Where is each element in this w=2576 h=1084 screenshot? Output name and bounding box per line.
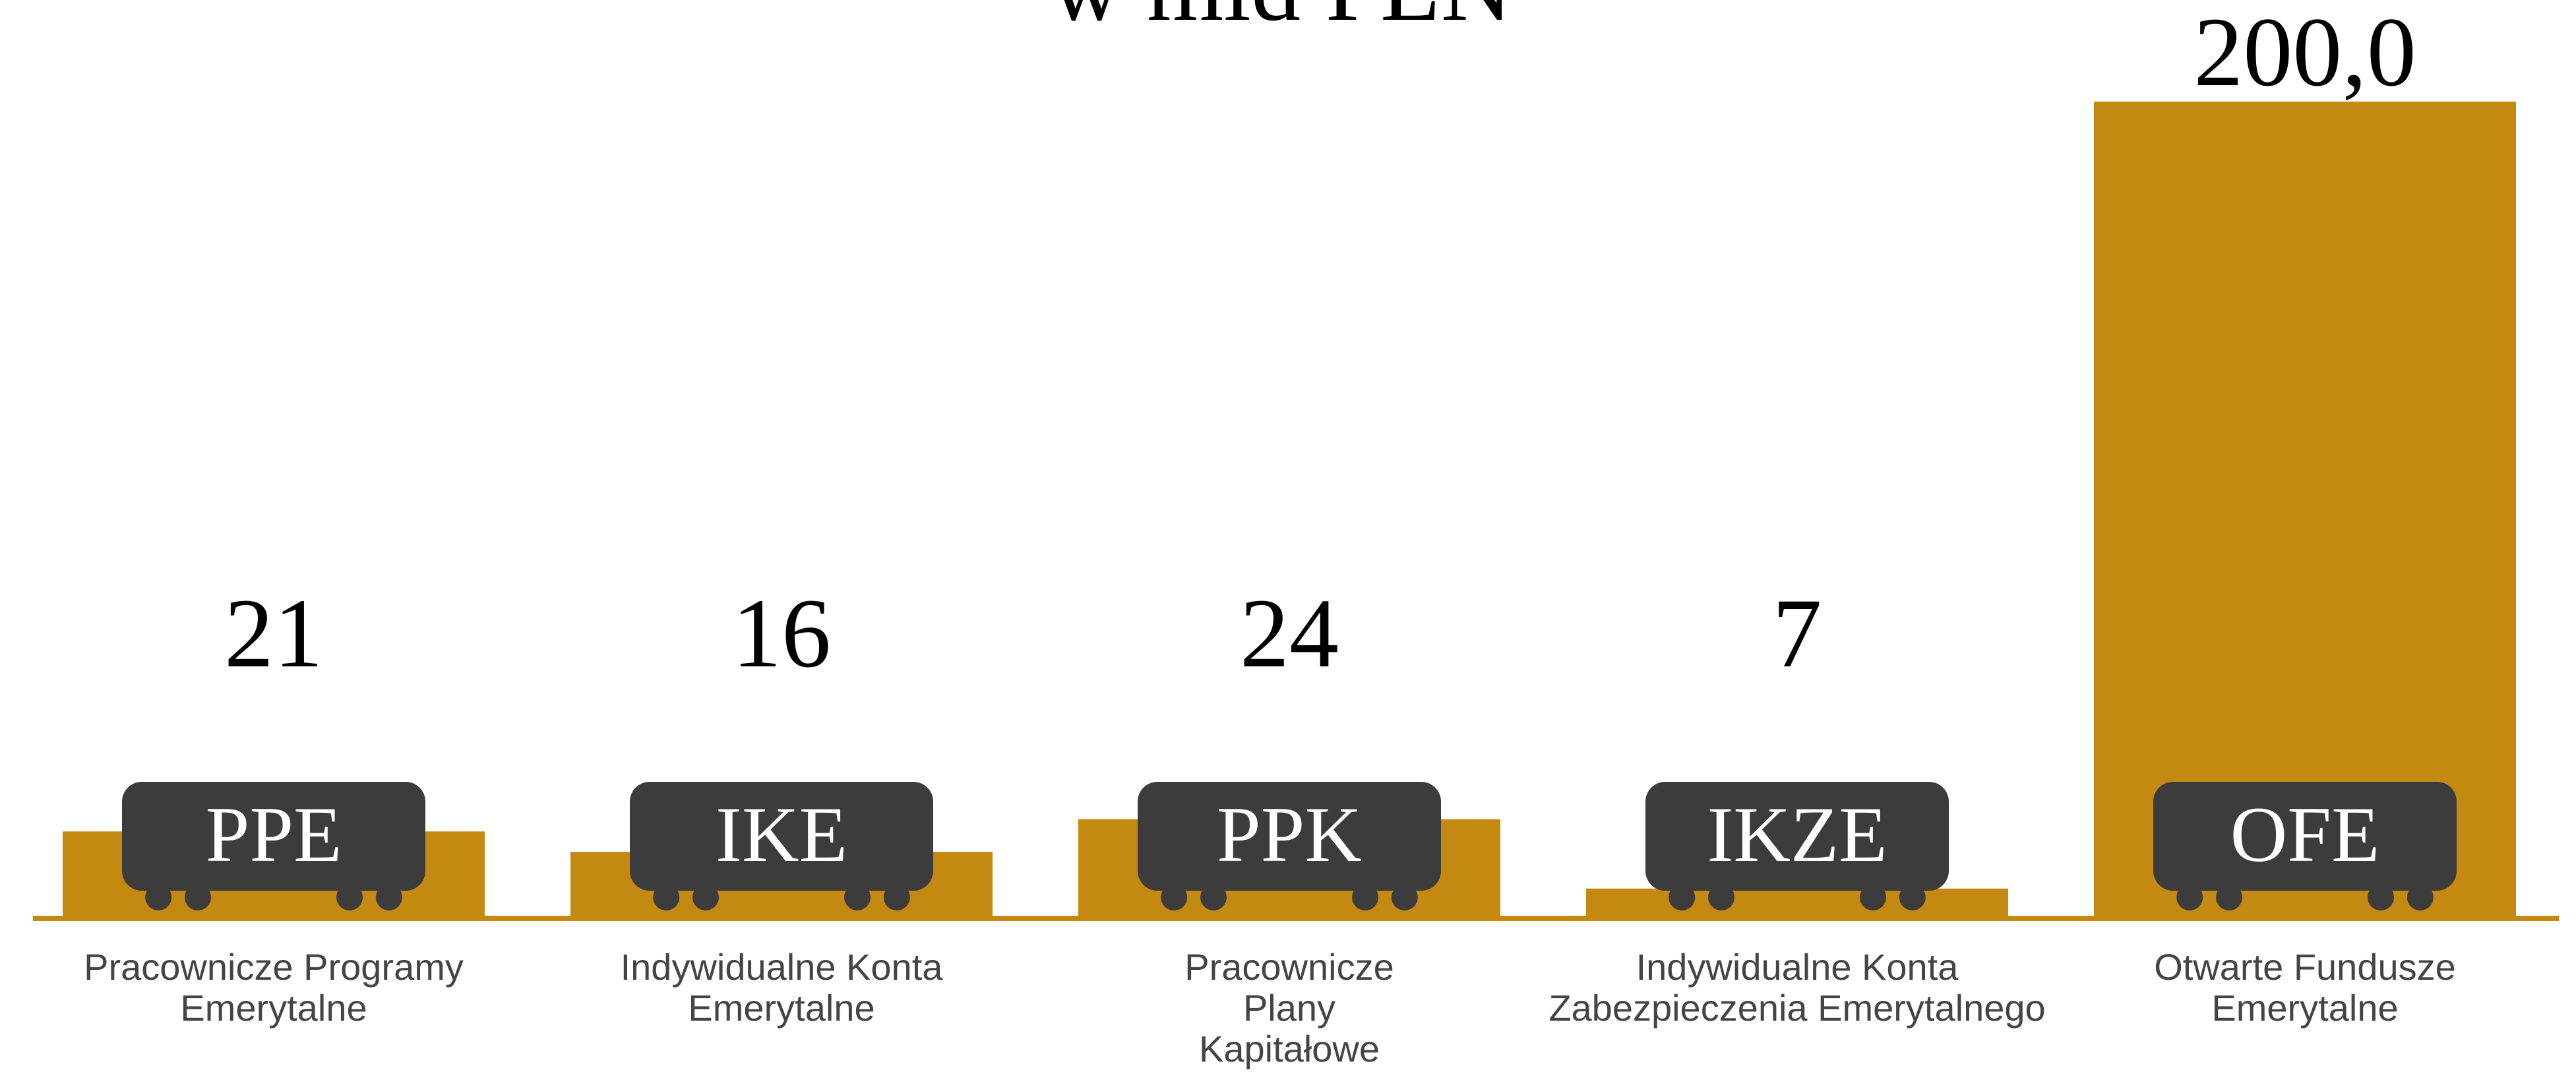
value-label: 200,0: [2193, 0, 2416, 107]
chart-title: w mld PLN: [1051, 0, 1512, 42]
train-body: [2153, 782, 2457, 891]
x-tick-label: Indywidualne Konta Zabezpieczenia Emeryt…: [1549, 946, 2046, 1029]
x-tick-label: Pracownicze Plany Kapitałowe: [1184, 946, 1394, 1069]
train-body: [630, 782, 933, 891]
train-wheel: [1708, 884, 1734, 910]
train-body: [1138, 782, 1441, 891]
train-wheel: [375, 884, 402, 910]
train-label: OFE: [2230, 790, 2380, 878]
train-wheel: [145, 884, 172, 910]
value-label: 16: [732, 579, 831, 688]
train-wheel: [336, 884, 363, 910]
train-wheel: [844, 884, 871, 910]
train-wheel: [1669, 884, 1696, 910]
train-wheel: [883, 884, 910, 910]
train-wheel: [1200, 884, 1227, 910]
train-wheel: [2407, 884, 2434, 910]
train-wheel: [1352, 884, 1378, 910]
bar: [2094, 102, 2516, 917]
train-body: [1645, 782, 1949, 891]
train-wheel: [185, 884, 211, 910]
train-wheel: [2216, 884, 2242, 910]
bar: [1586, 888, 2008, 917]
train-wheel: [1899, 884, 1926, 910]
value-label: 24: [1240, 579, 1339, 688]
train-wheel: [2368, 884, 2394, 910]
train-body: [122, 782, 425, 891]
train-label: PPE: [206, 790, 342, 878]
x-tick-label: Otwarte Fundusze Emerytalne: [2154, 946, 2456, 1029]
train-wheel: [2176, 884, 2203, 910]
train-wheel: [1860, 884, 1886, 910]
train-wheel: [1161, 884, 1188, 910]
train-label: IKZE: [1707, 790, 1887, 878]
x-tick-label: Indywidualne Konta Emerytalne: [620, 946, 943, 1029]
value-label: 21: [224, 579, 323, 688]
value-label: 7: [1773, 579, 1822, 688]
x-tick-label: Pracownicze Programy Emerytalne: [84, 946, 464, 1029]
train-wheel: [1391, 884, 1418, 910]
train-wheel: [692, 884, 719, 910]
train-label: PPK: [1217, 790, 1362, 878]
train-label: IKE: [716, 790, 847, 878]
train-wheel: [653, 884, 680, 910]
